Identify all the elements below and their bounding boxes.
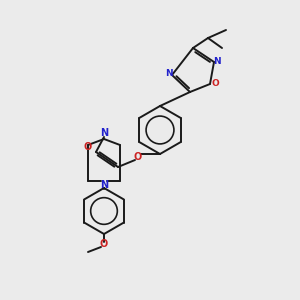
Text: O: O [211,80,219,88]
Text: N: N [165,70,173,79]
Text: O: O [134,152,142,162]
Text: N: N [100,128,108,138]
Text: O: O [100,239,108,249]
Text: N: N [100,180,108,190]
Text: N: N [213,56,221,65]
Text: O: O [84,142,92,152]
